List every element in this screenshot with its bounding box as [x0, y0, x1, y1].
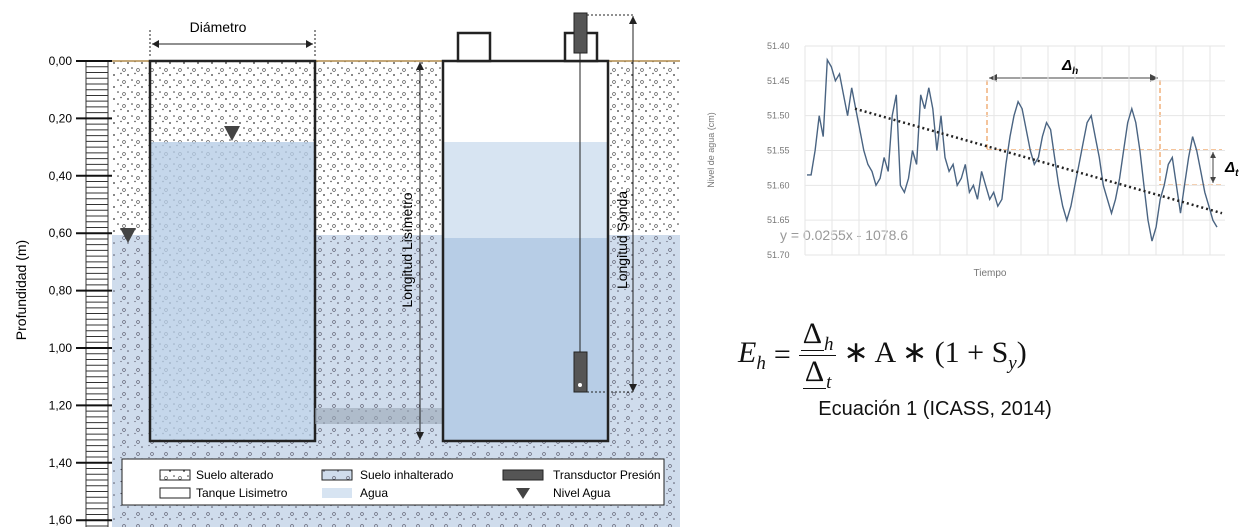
eq-part: E: [738, 335, 757, 369]
legend-label: Suelo alterado: [196, 468, 274, 482]
tank-left-water: [150, 142, 315, 441]
legend-label: Tanque Lisimetro: [196, 486, 288, 500]
water-level: [120, 228, 136, 243]
caption: Ecuación 1 (ICASS, 2014): [818, 398, 1052, 420]
legend-label: Agua: [360, 486, 388, 500]
axis-label: Profundidad (m): [13, 240, 29, 340]
cap: [456, 31, 492, 63]
y-tick-label: 51.50: [767, 111, 790, 121]
label: Diámetro: [190, 19, 247, 35]
eq-part: ∗ A ∗ (1 + S: [843, 336, 1009, 370]
trend-label: y = 0.0255x - 1078.6: [780, 227, 908, 243]
depth-tick-label: 0,20: [49, 111, 73, 125]
eq-part: Δ: [802, 354, 827, 389]
eq-part: =: [773, 338, 791, 372]
eq-part: ): [1016, 336, 1027, 370]
depth-tick-label: 0,40: [49, 169, 73, 183]
depth-tick-label: 0,80: [49, 284, 73, 298]
depth-tick-label: 1,00: [49, 341, 73, 355]
depth-tick-label: 0,00: [49, 54, 73, 68]
eq-part: Δ: [800, 317, 825, 351]
tank-right-wall: [441, 59, 610, 443]
legend: [121, 458, 665, 506]
transducer: [573, 351, 588, 393]
series-line: [807, 57, 1218, 242]
trendline: [854, 107, 1223, 215]
tank-right-water: [443, 142, 608, 238]
annotation: Δt: [1224, 159, 1239, 179]
transducer: [573, 12, 588, 54]
depth-tick-label: 1,20: [49, 398, 73, 412]
y-tick-label: 51.60: [767, 180, 790, 190]
eq-part: h: [756, 352, 766, 374]
tank-right-water: [443, 238, 608, 441]
depth-tick-label: 1,40: [49, 456, 73, 470]
depth-tick-label: 0,60: [49, 226, 73, 240]
annotation: Δh: [1061, 57, 1078, 77]
legend-label: Suelo inhalterado: [360, 468, 454, 482]
legend-label: Nivel Agua: [553, 486, 611, 500]
legend-label: Transductor Presión: [553, 468, 661, 482]
y-tick-label: 51.65: [767, 215, 790, 225]
depth-tick-label: 1,60: [49, 513, 73, 527]
y-tick-label: 51.55: [767, 146, 790, 156]
label: Longitud Sonda: [614, 191, 630, 289]
y-tick-label: 51.45: [767, 76, 790, 86]
eq-part: y: [1008, 353, 1017, 375]
eq-part: h: [824, 334, 834, 355]
y-tick-label: 51.40: [767, 41, 790, 51]
label: Longitud Lisímetro: [399, 192, 415, 307]
tank-left-wall: [148, 59, 317, 443]
y-tick-label: 51.70: [767, 250, 790, 260]
y-axis-label: Nivel de agua (cm): [706, 112, 716, 188]
pipe: [315, 408, 443, 424]
eq-part: t: [826, 371, 832, 393]
water-level: [224, 126, 240, 141]
x-axis-label: Tiempo: [974, 268, 1007, 279]
